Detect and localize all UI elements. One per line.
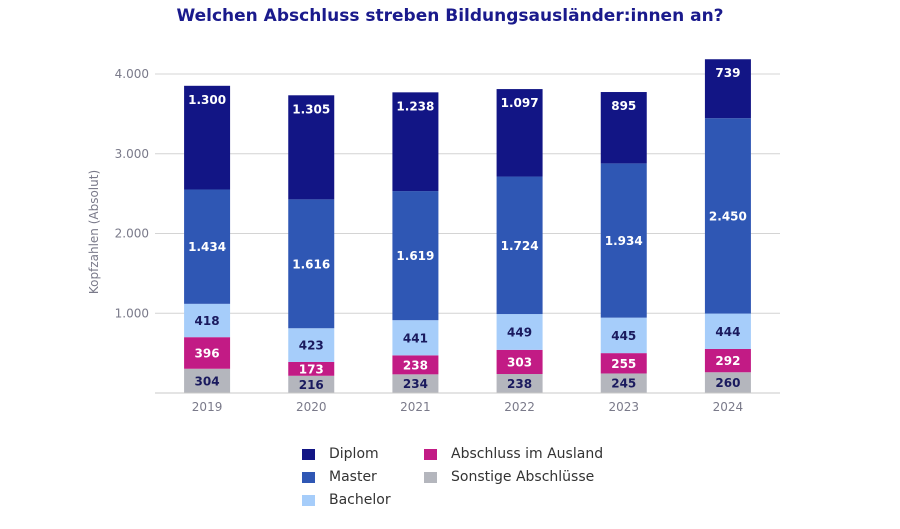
legend-swatch bbox=[424, 448, 437, 460]
bar-segment bbox=[496, 314, 543, 350]
legend-item: Diplom bbox=[302, 446, 379, 462]
legend-label: Bachelor bbox=[329, 492, 391, 508]
legend-swatch bbox=[302, 448, 315, 460]
x-tick-label: 2019 bbox=[192, 400, 223, 414]
bar-segment bbox=[392, 320, 439, 356]
data-label: 1.724 bbox=[501, 239, 539, 253]
bar-segment bbox=[496, 176, 543, 315]
data-label: 1.619 bbox=[396, 249, 434, 263]
bar-segment bbox=[288, 199, 335, 329]
bar-segment bbox=[288, 328, 335, 362]
bar-segment bbox=[600, 163, 647, 318]
bar-segment bbox=[288, 375, 335, 393]
bar-segment bbox=[600, 353, 647, 374]
bar-segment bbox=[704, 59, 751, 119]
bar-segment bbox=[392, 92, 439, 192]
bar-segment bbox=[704, 348, 751, 373]
data-label: 234 bbox=[403, 377, 428, 391]
data-label: 1.097 bbox=[501, 96, 539, 110]
bar-segment bbox=[184, 368, 231, 393]
data-labels: 304 396 418 1.434 1.300 216 173 423 1.616 1.305 23… bbox=[188, 66, 747, 392]
data-label: 449 bbox=[507, 325, 532, 339]
bar-segment bbox=[600, 373, 647, 393]
data-label: 238 bbox=[507, 377, 532, 391]
data-label: 304 bbox=[195, 374, 220, 388]
legend-label: Diplom bbox=[329, 446, 379, 462]
gridlines bbox=[155, 73, 780, 314]
x-tick-label: 2023 bbox=[608, 400, 639, 414]
data-label: 2.450 bbox=[709, 209, 747, 223]
y-tick-label: 4.000 bbox=[115, 67, 149, 81]
legend-swatch bbox=[302, 494, 315, 506]
data-label: 396 bbox=[195, 346, 220, 360]
data-label: 739 bbox=[715, 66, 740, 80]
x-axis-ticks: 2019 2020 2021 2022 2023 2024 bbox=[192, 400, 743, 414]
legend-item: Master bbox=[302, 469, 377, 485]
data-label: 255 bbox=[611, 357, 636, 371]
data-label: 238 bbox=[403, 358, 428, 372]
data-label: 303 bbox=[507, 355, 532, 369]
bar-segment bbox=[288, 361, 335, 376]
legend-item: Abschluss im Ausland bbox=[424, 446, 603, 462]
data-label: 260 bbox=[715, 376, 740, 390]
y-tick-label: 3.000 bbox=[115, 147, 149, 161]
data-label: 1.616 bbox=[292, 257, 330, 271]
bar-segment bbox=[288, 95, 335, 200]
data-label: 1.238 bbox=[396, 99, 434, 113]
bar-segment bbox=[496, 374, 543, 393]
x-tick-label: 2021 bbox=[400, 400, 431, 414]
data-label: 441 bbox=[403, 331, 428, 345]
legend-swatch bbox=[424, 471, 437, 483]
legend-item: Sonstige Abschlüsse bbox=[424, 469, 594, 485]
data-label: 1.305 bbox=[292, 102, 330, 116]
legend-label: Master bbox=[329, 469, 377, 485]
data-label: 444 bbox=[715, 325, 740, 339]
bar-segment bbox=[600, 317, 647, 354]
bar-segment bbox=[392, 191, 439, 321]
y-axis-label: Kopfzahlen (Absolut) bbox=[87, 170, 101, 294]
legend-label: Sonstige Abschlüsse bbox=[451, 469, 595, 485]
y-tick-label: 1.000 bbox=[115, 306, 149, 320]
bar-segments bbox=[184, 59, 751, 393]
data-label: 895 bbox=[611, 99, 636, 113]
y-tick-label: 2.000 bbox=[115, 227, 149, 241]
y-axis-ticks: 1.000 2.000 3.000 4.000 bbox=[115, 67, 149, 320]
data-label: 445 bbox=[611, 329, 636, 343]
legend-label: Abschluss im Ausland bbox=[451, 446, 604, 462]
data-label: 1.300 bbox=[188, 93, 226, 107]
bar-segment bbox=[184, 189, 231, 304]
data-label: 1.434 bbox=[188, 240, 226, 254]
x-tick-label: 2024 bbox=[713, 400, 744, 414]
bar-segment bbox=[704, 313, 751, 349]
data-label: 418 bbox=[195, 314, 220, 328]
data-label: 1.934 bbox=[605, 234, 643, 248]
bar-segment bbox=[600, 92, 647, 164]
bar-segment bbox=[184, 85, 231, 190]
legend-swatch bbox=[302, 471, 315, 483]
bar-segment bbox=[184, 337, 231, 369]
bar-segment bbox=[496, 349, 543, 375]
legend-item: Bachelor bbox=[302, 492, 391, 508]
data-label: 292 bbox=[715, 354, 740, 368]
chart-title: Welchen Abschluss streben Bildungsauslän… bbox=[176, 6, 724, 26]
data-label: 245 bbox=[611, 377, 636, 391]
bar-segment bbox=[704, 118, 751, 314]
bar-segment bbox=[392, 374, 439, 393]
bar-segment bbox=[392, 355, 439, 375]
data-label: 423 bbox=[299, 339, 324, 353]
x-tick-label: 2022 bbox=[504, 400, 535, 414]
data-label: 216 bbox=[299, 378, 324, 392]
bar-segment bbox=[704, 372, 751, 393]
bar-segment bbox=[496, 89, 543, 177]
data-label: 173 bbox=[299, 362, 324, 376]
x-tick-label: 2020 bbox=[296, 400, 327, 414]
bar-segment bbox=[184, 303, 231, 338]
